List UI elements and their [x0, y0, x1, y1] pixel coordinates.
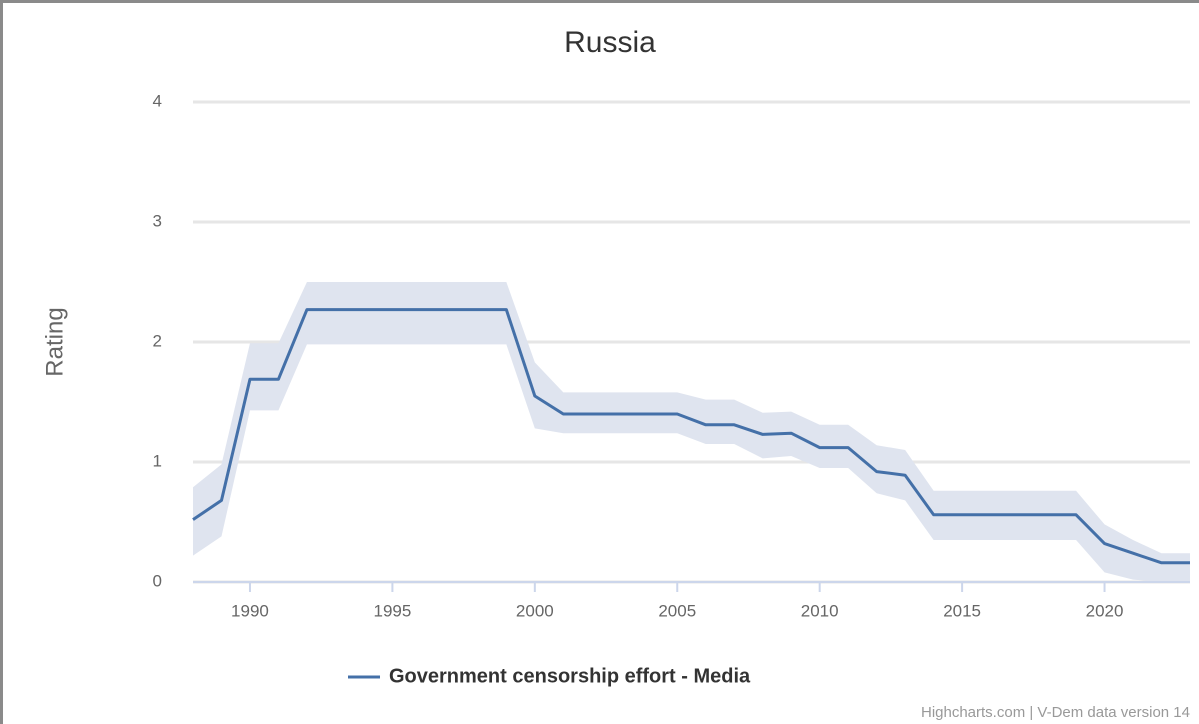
- y-tick-label: 1: [153, 451, 162, 470]
- y-tick-label: 3: [153, 211, 162, 230]
- x-tick-label: 2005: [658, 601, 696, 620]
- x-tick-label: 1990: [231, 601, 269, 620]
- y-tick-label: 4: [153, 91, 162, 110]
- x-tick-label: 1995: [373, 601, 411, 620]
- series-line: [192, 308, 1190, 565]
- chart-title: Russia: [564, 26, 656, 59]
- credits: Highcharts.com | V-Dem data version 14: [921, 704, 1190, 721]
- y-tick-label: 0: [153, 571, 162, 590]
- x-tick-label: 2020: [1086, 601, 1124, 620]
- confidence-band: [193, 282, 1190, 582]
- y-axis-label: Rating: [41, 307, 68, 376]
- y-tick-label: 2: [153, 331, 162, 350]
- x-tick-label: 2015: [943, 601, 981, 620]
- x-tick-label: 2010: [801, 601, 839, 620]
- x-tick-label: 2000: [516, 601, 554, 620]
- legend-label: Government censorship effort - Media: [389, 665, 751, 687]
